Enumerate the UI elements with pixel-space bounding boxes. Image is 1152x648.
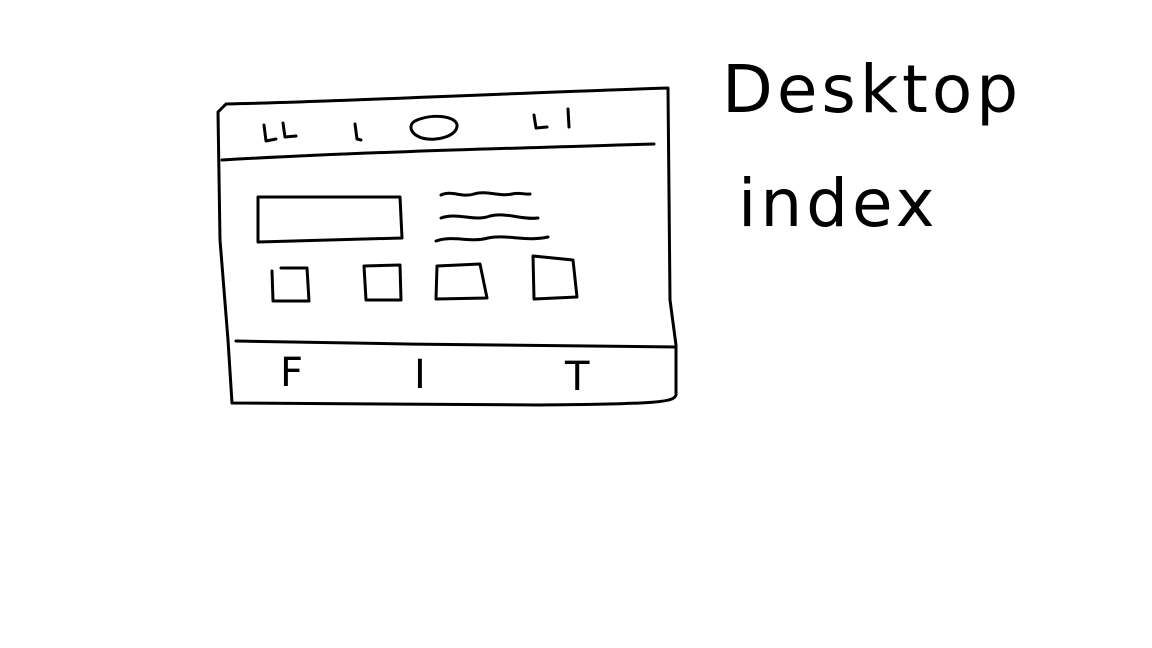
footer-label-f: F — [280, 350, 303, 396]
nav-mark-5 — [566, 107, 571, 129]
hero-text-line-1 — [439, 191, 532, 197]
hero-text-line-2 — [439, 213, 540, 220]
hero-text-line-3 — [434, 235, 550, 243]
footer-divider — [234, 339, 678, 349]
header-divider — [220, 142, 656, 162]
nav-mark-1 — [262, 123, 278, 143]
card-4 — [531, 254, 579, 301]
nav-mark-2 — [281, 121, 298, 139]
annotation-title: Desktop — [722, 51, 1022, 128]
nav-mark-3 — [353, 122, 363, 142]
card-1 — [270, 266, 311, 303]
desktop-window-frame — [216, 86, 678, 407]
card-3 — [434, 262, 489, 301]
nav-mark-4 — [532, 113, 549, 130]
logo-ellipse — [409, 114, 459, 141]
footer-label-t: T — [564, 354, 590, 400]
annotation-subtitle: index — [738, 165, 939, 242]
hero-image-box — [256, 195, 404, 244]
footer-label-i: I — [414, 352, 426, 398]
card-2 — [362, 263, 403, 302]
